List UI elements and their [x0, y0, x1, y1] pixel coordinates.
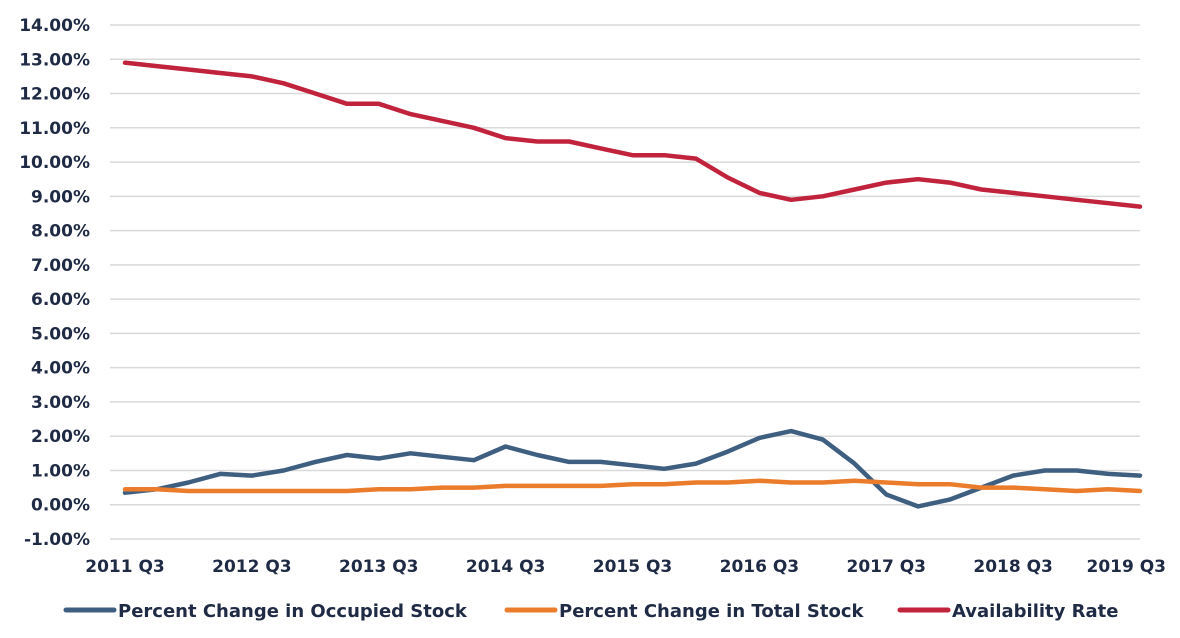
y-tick-label: 10.00%: [19, 153, 90, 173]
series-line-percent-change-in-total-stock: [122, 478, 1143, 494]
gridlines: [110, 24, 1140, 540]
legend: Percent Change in Occupied Stock Percent …: [63, 601, 1118, 622]
y-tick-label: 11.00%: [19, 119, 90, 139]
y-tick-label: 9.00%: [31, 187, 90, 207]
y-tick-label: 4.00%: [31, 359, 90, 379]
y-tick-label: 8.00%: [31, 222, 90, 242]
legend-label: Availability Rate: [952, 601, 1118, 622]
y-tick-label: 7.00%: [31, 256, 90, 276]
x-tick-label: 2019 Q3: [1086, 557, 1166, 577]
y-axis-tick-labels: -1.00% 0.00% 1.00% 2.00% 3.00% 4.00% 5.00% 6.00…: [19, 16, 90, 550]
y-tick-label: -1.00%: [24, 530, 90, 550]
y-tick-label: 12.00%: [19, 85, 90, 105]
y-tick-label: 13.00%: [19, 50, 90, 70]
x-tick-label: 2012 Q3: [212, 557, 292, 577]
legend-label: Percent Change in Occupied Stock: [118, 601, 468, 622]
series-lines: [122, 60, 1143, 509]
x-tick-label: 2018 Q3: [973, 557, 1053, 577]
y-tick-label: 2.00%: [31, 427, 90, 447]
y-tick-label: 3.00%: [31, 393, 90, 413]
y-tick-label: 14.00%: [19, 16, 90, 36]
legend-label: Percent Change in Total Stock: [559, 601, 864, 622]
y-tick-label: 5.00%: [31, 324, 90, 344]
x-tick-label: 2013 Q3: [339, 557, 419, 577]
y-tick-label: 6.00%: [31, 290, 90, 310]
x-tick-label: 2015 Q3: [593, 557, 673, 577]
series-line-percent-change-in-occupied-stock: [122, 428, 1143, 509]
series-line-availability-rate: [122, 60, 1143, 209]
y-tick-label: 0.00%: [31, 496, 90, 516]
x-tick-label: 2016 Q3: [720, 557, 800, 577]
x-axis-tick-labels: 2011 Q3 2012 Q3 2013 Q3 2014 Q3 2015 Q3 2016 …: [85, 557, 1166, 577]
x-tick-label: 2014 Q3: [466, 557, 546, 577]
x-tick-label: 2011 Q3: [85, 557, 165, 577]
x-tick-label: 2017 Q3: [846, 557, 926, 577]
y-tick-label: 1.00%: [31, 461, 90, 481]
